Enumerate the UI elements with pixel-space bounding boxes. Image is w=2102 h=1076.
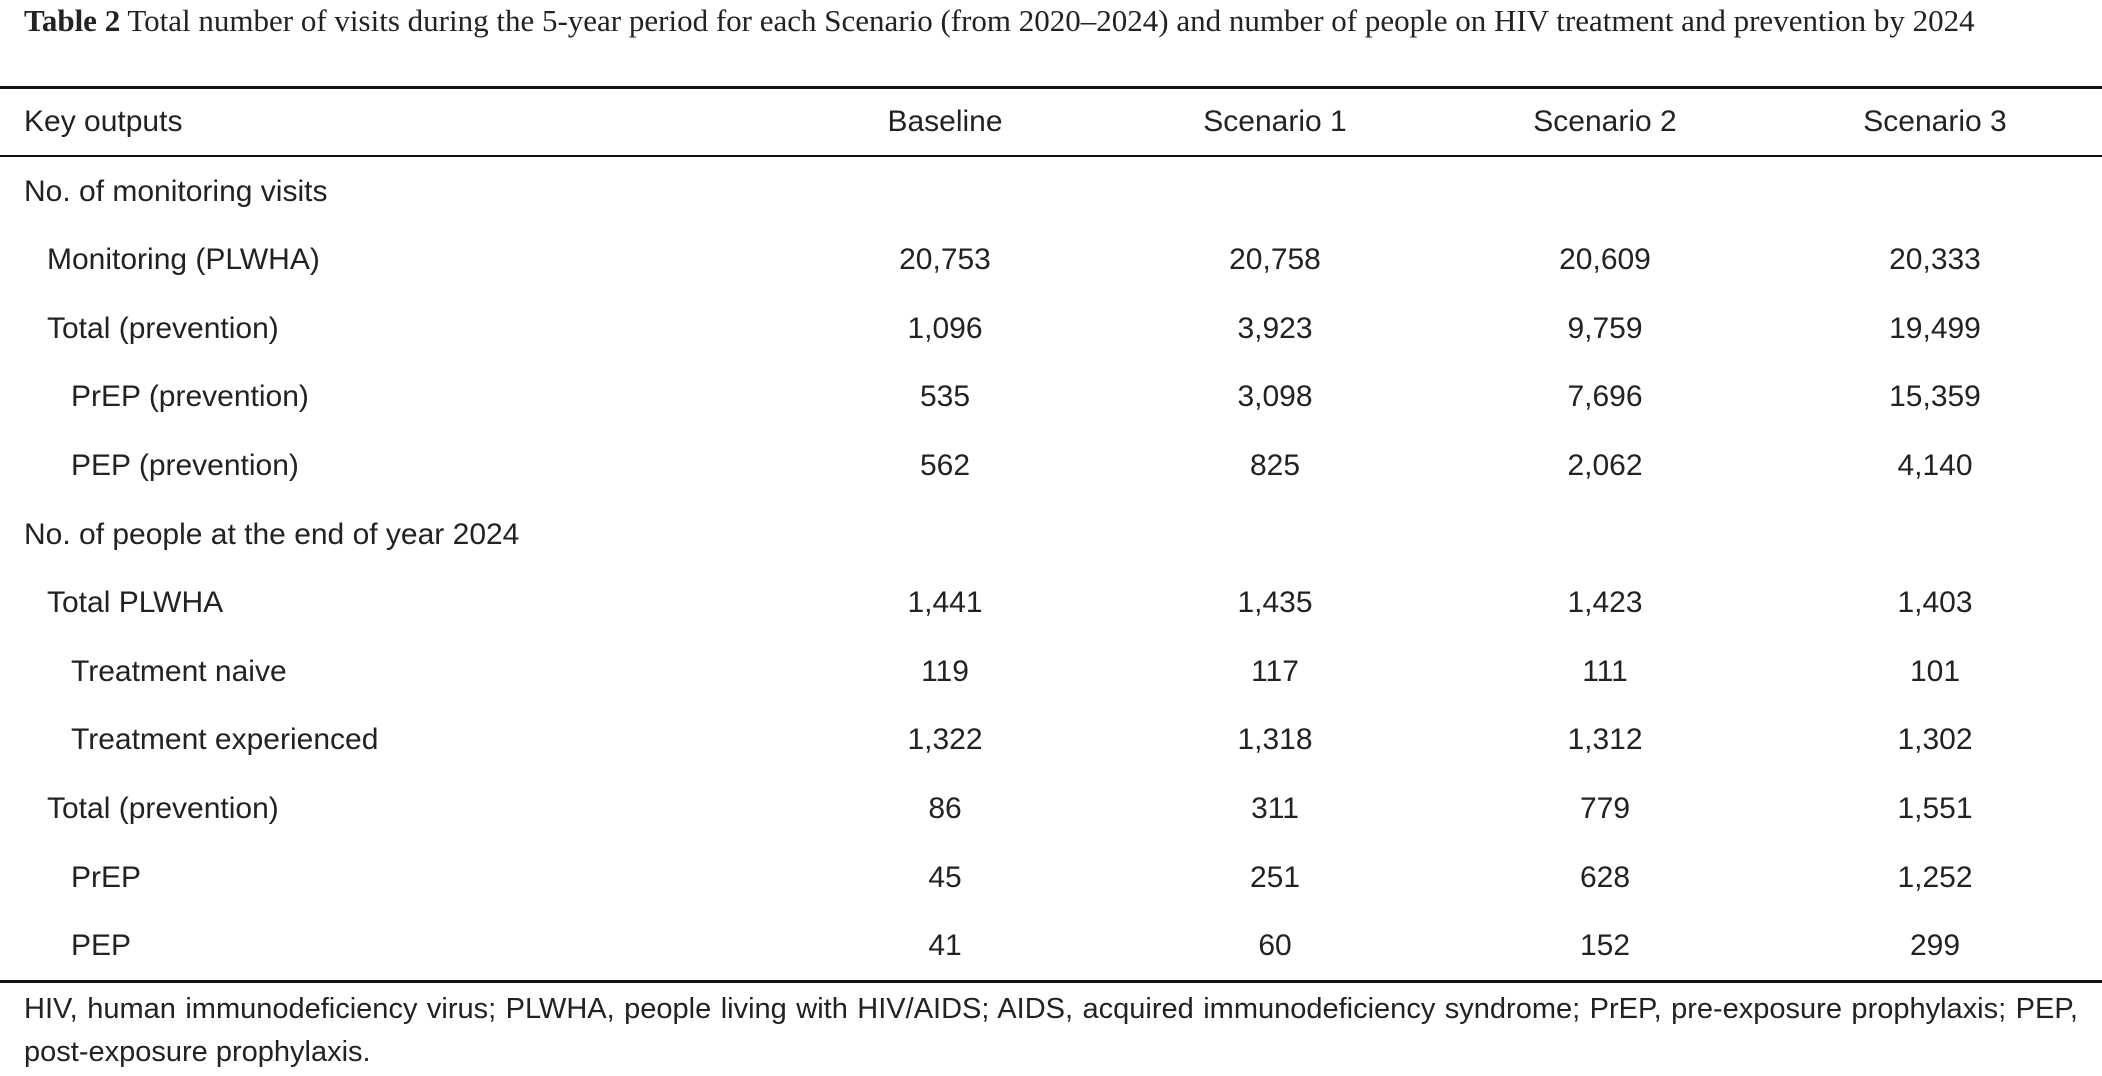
table-row: PrEP (prevention) 535 3,098 7,696 15,359 [0,363,2102,432]
table-row: Treatment experienced 1,322 1,318 1,312 1,30… [0,706,2102,775]
cell-scenario-3: 19,499 [1889,311,1981,345]
cell-baseline: 1,322 [907,723,983,757]
header-scenario-2: Scenario 2 [1533,105,1677,138]
header-scenario-1: Scenario 1 [1203,105,1347,138]
row-label: Treatment naive [71,654,287,688]
cell-scenario-1: 1,318 [1237,723,1313,757]
row-label: PrEP [71,860,142,894]
header-baseline: Baseline [887,105,1003,138]
table-top-rule [0,86,2102,89]
row-label: No. of monitoring visits [24,174,328,208]
cell-scenario-2: 20,609 [1559,243,1651,277]
table-header-row: Key outputs Baseline Scenario 1 Scenario… [0,89,2102,155]
cell-scenario-3: 101 [1909,654,1961,688]
cell-scenario-1: 60 [1258,929,1292,963]
cell-scenario-1: 20,758 [1229,243,1321,277]
cell-scenario-1: 3,923 [1237,311,1313,345]
cell-baseline: 86 [928,791,962,825]
cell-scenario-3: 299 [1909,929,1961,963]
cell-baseline [780,500,1110,569]
row-label: No. of people at the end of year 2024 [24,517,520,551]
table-caption-text: Total number of visits during the 5-year… [127,3,1975,38]
cell-baseline: 1,096 [907,311,983,345]
table-section-row: No. of people at the end of year 2024 [0,500,2102,569]
table-caption-label: Table 2 [24,3,121,38]
cell-scenario-2: 111 [1582,654,1628,688]
row-label: PrEP (prevention) [71,380,309,414]
cell-scenario-3: 1,302 [1897,723,1973,757]
table-footnote: HIV, human immunodeficiency virus; PLWHA… [24,993,2078,1068]
cell-scenario-3: 1,403 [1897,586,1973,620]
table-row: PEP (prevention) 562 825 2,062 4,140 [0,431,2102,500]
table-row: Total (prevention) 1,096 3,923 9,759 19,499 [0,294,2102,363]
cell-scenario-1: 251 [1249,860,1301,894]
table-row: Total (prevention) 86 311 779 1,551 [0,774,2102,843]
cell-scenario-1: 117 [1251,654,1299,688]
cell-scenario-3 [1770,500,2100,569]
cell-scenario-2 [1440,157,1770,226]
row-label: Total (prevention) [47,791,279,825]
cell-baseline: 20,753 [899,243,991,277]
table-bottom-rule [0,980,2102,983]
row-label: Total (prevention) [47,311,279,345]
cell-scenario-1: 3,098 [1237,380,1313,414]
cell-scenario-3: 1,551 [1897,791,1973,825]
cell-scenario-2: 9,759 [1567,311,1643,345]
table-caption: Table 2 Total number of visits during th… [24,0,2086,42]
cell-scenario-2: 1,312 [1567,723,1643,757]
cell-baseline: 1,441 [907,586,983,620]
cell-scenario-1: 1,435 [1237,586,1313,620]
cell-baseline: 41 [928,929,962,963]
cell-scenario-3: 4,140 [1897,448,1973,482]
cell-baseline: 45 [928,860,962,894]
cell-scenario-3: 20,333 [1889,243,1981,277]
row-label: PEP (prevention) [71,448,299,482]
header-key-outputs: Key outputs [24,105,183,138]
cell-scenario-2: 2,062 [1567,448,1643,482]
cell-scenario-1: 825 [1249,448,1301,482]
cell-baseline [780,157,1110,226]
cell-scenario-2: 1,423 [1567,586,1643,620]
table-row: Monitoring (PLWHA) 20,753 20,758 20,609 20,3… [0,226,2102,295]
cell-scenario-3 [1770,157,2100,226]
cell-scenario-1 [1110,500,1440,569]
table-header-rule [0,155,2102,157]
cell-scenario-1 [1110,157,1440,226]
cell-scenario-3: 1,252 [1897,860,1973,894]
cell-scenario-2: 628 [1579,860,1631,894]
cell-baseline: 562 [919,448,971,482]
table-row: Total PLWHA 1,441 1,435 1,423 1,403 [0,569,2102,638]
header-scenario-3: Scenario 3 [1863,105,2007,138]
cell-scenario-2: 7,696 [1567,380,1643,414]
cell-baseline: 119 [921,654,969,688]
table-row: PEP 41 60 152 299 [0,912,2102,981]
table-section-row: No. of monitoring visits [0,157,2102,226]
table-row: Treatment naive 119 117 111 101 [0,637,2102,706]
cell-scenario-2 [1440,500,1770,569]
cell-scenario-2: 779 [1579,791,1631,825]
table-row: PrEP 45 251 628 1,252 [0,843,2102,912]
cell-scenario-3: 15,359 [1889,380,1981,414]
row-label: Total PLWHA [47,586,224,620]
row-label: PEP [71,929,132,963]
cell-scenario-2: 152 [1579,929,1631,963]
cell-baseline: 535 [919,380,971,414]
row-label: Monitoring (PLWHA) [47,243,320,277]
row-label: Treatment experienced [71,723,379,757]
cell-scenario-1: 311 [1251,791,1299,825]
